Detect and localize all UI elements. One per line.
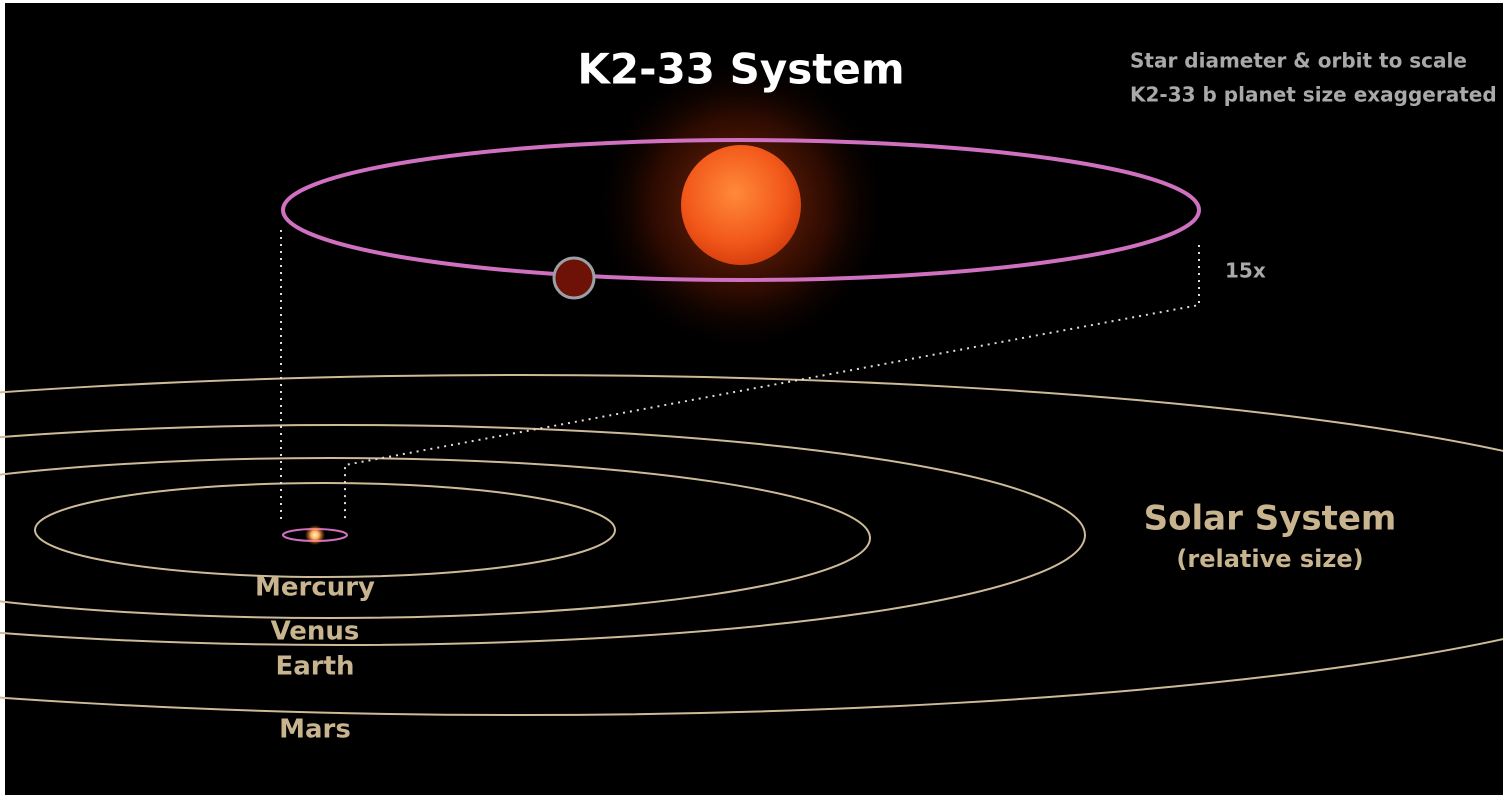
illustration: K2-33 System Star diameter & orbit to sc… bbox=[0, 0, 1503, 800]
title: K2-33 System bbox=[577, 45, 904, 94]
planet-label: Mars bbox=[279, 715, 351, 745]
planet-label: Mercury bbox=[255, 573, 375, 603]
planet-label: Venus bbox=[271, 617, 360, 647]
planet bbox=[554, 258, 594, 298]
note: Star diameter & orbit to scale bbox=[1130, 49, 1467, 73]
solar-title: Solar System bbox=[1144, 499, 1397, 539]
sun bbox=[305, 525, 325, 545]
solar-subtitle: (relative size) bbox=[1176, 545, 1363, 573]
star bbox=[681, 145, 801, 265]
scale-label: 15x bbox=[1225, 259, 1266, 283]
note: K2-33 b planet size exaggerated bbox=[1130, 83, 1497, 107]
planet-label: Earth bbox=[275, 652, 354, 682]
